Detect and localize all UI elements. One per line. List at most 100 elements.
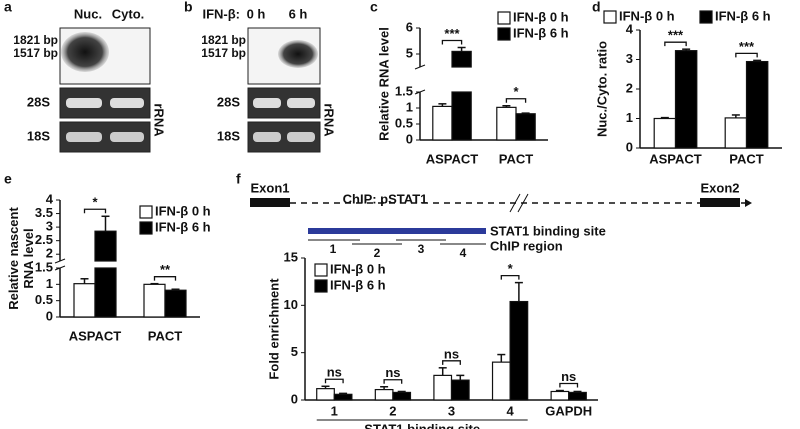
y-tick-label: 4 <box>626 21 634 36</box>
region-label: 4 <box>460 246 467 260</box>
bar <box>674 50 698 149</box>
x-tick-label: ASPACT <box>649 151 702 166</box>
panel-label: a <box>4 0 12 15</box>
band <box>253 98 281 108</box>
panel-label: e <box>4 171 12 187</box>
y-axis-label: Relative RNA level <box>376 27 391 141</box>
x-tick-label: 2 <box>389 403 396 418</box>
x-tick-label: ASPACT <box>426 151 479 166</box>
legend-swatch <box>603 10 617 24</box>
band <box>287 98 315 108</box>
y-tick-label: 5 <box>291 344 298 359</box>
legend-swatch <box>139 221 153 235</box>
bar <box>568 391 587 401</box>
x-tick-label: ASPACT <box>69 328 122 343</box>
blot-smear <box>61 32 109 72</box>
x-axis-label: STAT1 binding site <box>364 421 480 429</box>
significance-label: *** <box>668 28 684 43</box>
legend-label: IFN-β 0 h <box>330 261 386 276</box>
legend-label: IFN-β 6 h <box>715 8 771 23</box>
y-tick-label: 5 <box>406 45 413 60</box>
marker-label: 1517 bp <box>201 46 246 60</box>
significance-label: * <box>508 261 514 276</box>
legend-label: IFN-β 0 h <box>155 203 211 218</box>
y-tick-label: 2 <box>46 246 53 261</box>
legend-label: IFN-β 6 h <box>330 277 386 292</box>
marker-label: 1821 bp <box>13 33 58 47</box>
binding-site-label: STAT1 binding site <box>490 223 606 238</box>
band <box>110 98 144 108</box>
significance-label: ns <box>444 346 459 361</box>
legend-swatch <box>497 27 511 41</box>
y-axis-label: Nuc./Cyto. ratio <box>594 41 609 137</box>
loading-label: 28S <box>217 94 240 109</box>
significance-bracket <box>664 41 687 47</box>
legend-label: IFN-β 6 h <box>513 25 569 40</box>
x-tick-label: PACT <box>729 151 763 166</box>
exon-label: Exon2 <box>700 180 739 195</box>
panel-label: d <box>592 0 601 15</box>
x-tick-label: 3 <box>448 403 455 418</box>
binding-site-bar <box>308 228 486 234</box>
y-tick-label: 1 <box>46 276 53 291</box>
band <box>253 132 281 142</box>
bar <box>515 113 536 141</box>
lane-label: 6 h <box>289 6 308 21</box>
band <box>110 132 144 142</box>
legend-swatch <box>314 263 328 277</box>
x-tick-label: 4 <box>506 403 514 418</box>
legend-label: IFN-β 0 h <box>513 9 569 24</box>
band <box>66 98 102 108</box>
significance-bracket <box>505 98 527 103</box>
loading-label: 28S <box>27 94 50 109</box>
rrna-label: rRNA <box>152 103 167 137</box>
significance-bracket <box>153 276 177 281</box>
bar <box>491 361 511 401</box>
bar <box>94 267 117 318</box>
significance-label: ** <box>160 262 171 277</box>
bar <box>450 379 470 401</box>
legend-swatch <box>497 11 511 25</box>
legend-label: IFN-β 0 h <box>619 8 675 23</box>
panel-label: b <box>184 0 193 15</box>
y-tick-label: 15 <box>284 249 298 264</box>
band <box>287 132 315 142</box>
significance-label: * <box>92 195 98 210</box>
x-tick-label: PACT <box>499 151 533 166</box>
y-tick-label: 3 <box>46 219 53 234</box>
significance-label: ns <box>385 365 400 380</box>
bar <box>451 50 472 68</box>
y-tick-label: 6 <box>406 19 413 34</box>
axis-break <box>54 258 66 264</box>
x-tick-label: 1 <box>331 403 338 418</box>
region-label: 2 <box>374 246 381 260</box>
y-tick-label: 0.5 <box>35 292 53 307</box>
rrna-label: rRNA <box>322 103 337 137</box>
y-tick-label: 0 <box>626 139 633 154</box>
y-tick-label: 1 <box>626 110 633 125</box>
panel-label: f <box>236 171 241 187</box>
bar <box>374 388 394 401</box>
bar <box>496 106 517 141</box>
significance-bracket <box>442 360 461 365</box>
significance-label: ns <box>327 365 342 380</box>
significance-bracket <box>559 382 579 388</box>
chip-region-label: ChIP region <box>490 238 563 253</box>
y-tick-label: 3.5 <box>35 205 53 220</box>
bar <box>316 388 335 401</box>
legend-label: IFN-β 6 h <box>155 219 211 234</box>
significance-label: *** <box>444 26 460 41</box>
axis-break <box>414 64 426 70</box>
y-tick-label: 0 <box>291 391 298 406</box>
marker-label: 1821 bp <box>201 33 246 47</box>
significance-label: * <box>513 84 519 99</box>
y-tick-label: 0.5 <box>395 115 413 130</box>
y-axis-label: Relative nascent <box>6 207 21 310</box>
y-tick-label: 1.5 <box>395 83 413 98</box>
marker-label: 1517 bp <box>13 46 58 60</box>
exon-label: Exon1 <box>250 180 289 195</box>
legend-swatch <box>139 205 153 219</box>
lane-label: 0 h <box>247 6 266 21</box>
break-mark <box>517 193 529 213</box>
bar <box>164 289 187 318</box>
